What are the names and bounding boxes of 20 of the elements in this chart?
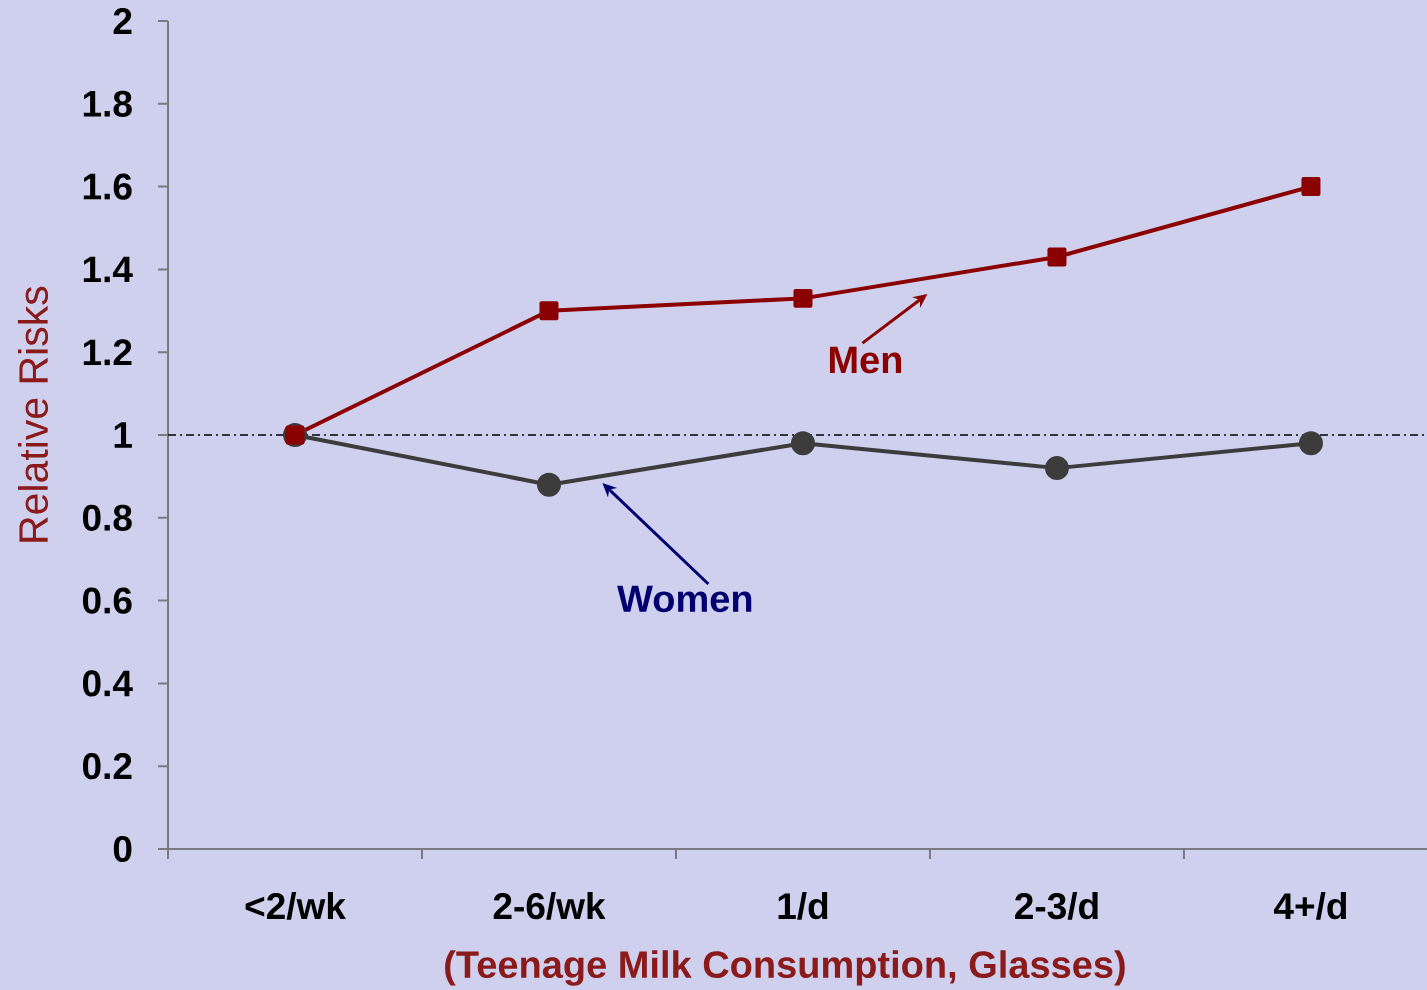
- y-tick-label: 1.2: [83, 339, 132, 366]
- text: Women: [617, 585, 752, 613]
- y-tick-label: 0.2: [82, 753, 132, 780]
- x-axis-title: (Teenage Milk Consumption, Glasses): [445, 950, 1125, 986]
- x-tick-label: 2-3/d: [1015, 892, 1098, 920]
- y-tick-label: 1.6: [83, 173, 132, 200]
- legend-label: Men: [829, 346, 902, 374]
- y-tick-label: 1: [114, 422, 132, 448]
- y-tick-label: 0.8: [82, 504, 132, 531]
- x-tick-label: <2/wk: [245, 892, 346, 920]
- y-tick-label: 0.4: [82, 670, 133, 697]
- y-axis-title: Relative Risks: [17, 286, 49, 542]
- x-tick-label: 2-6/wk: [493, 892, 606, 920]
- y-tick-label: 0.6: [82, 587, 132, 614]
- y-tick-label: 1.8: [83, 90, 132, 117]
- x-tick-label: 4+/d: [1273, 892, 1347, 920]
- x-tick-label: 1/d: [778, 892, 828, 920]
- y-tick-label: 2: [113, 8, 132, 34]
- y-tick-label: 1.4: [83, 256, 133, 283]
- y-tick-label: 0: [113, 835, 132, 863]
